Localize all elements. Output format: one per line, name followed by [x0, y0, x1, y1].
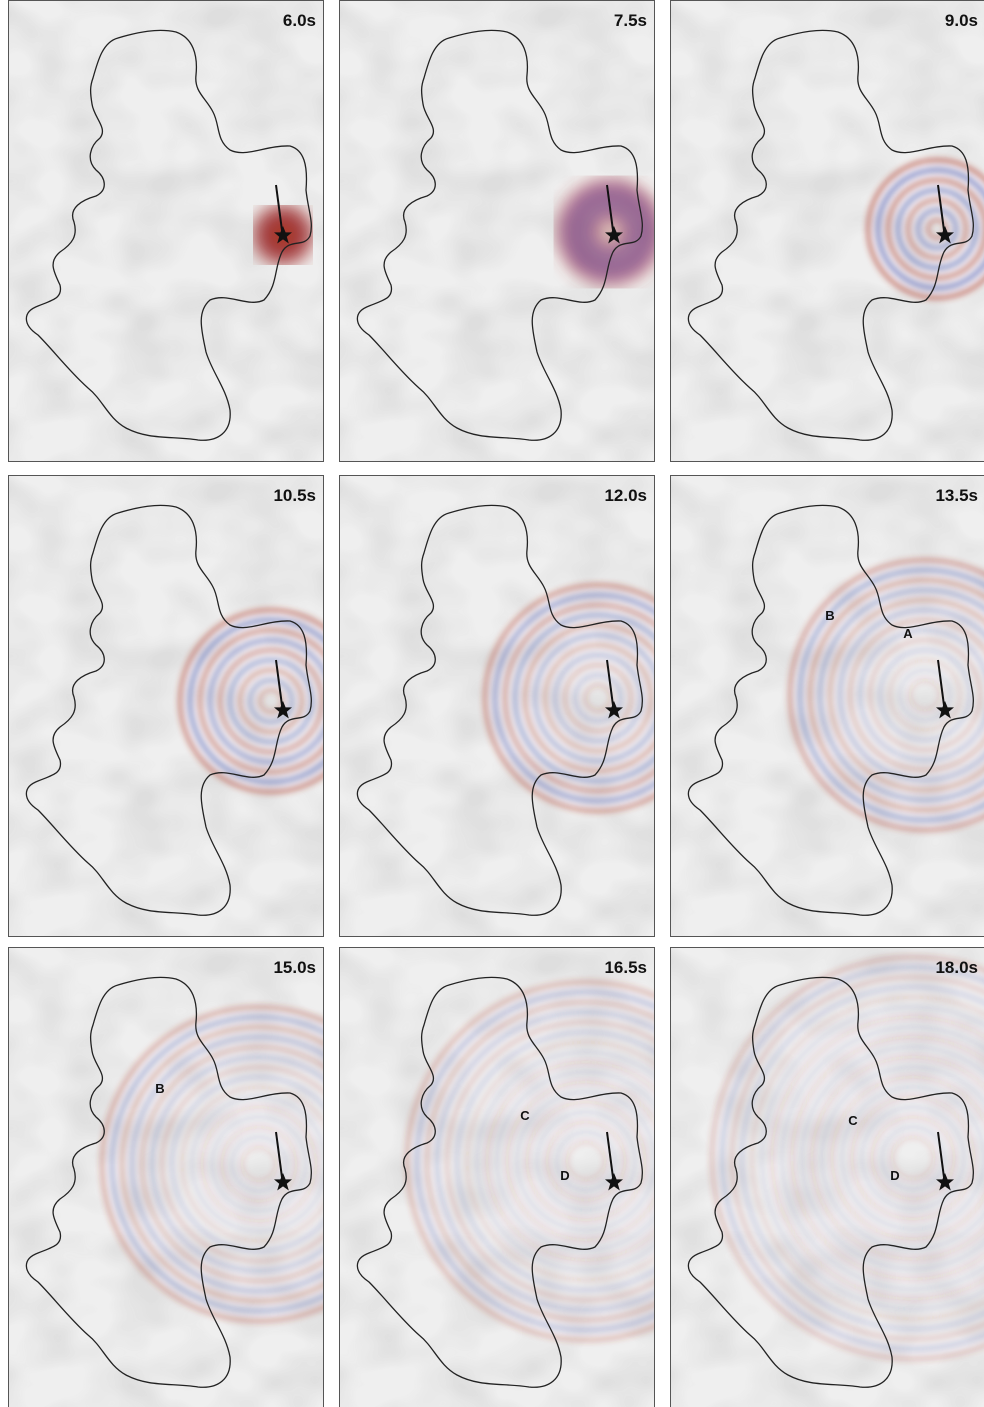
- time-label: 16.5s: [604, 958, 647, 977]
- haze: [8, 947, 324, 1407]
- time-label: 13.5s: [935, 486, 978, 505]
- panel: 7.5s: [339, 0, 657, 462]
- haze: [8, 475, 324, 937]
- page: 6.0s 7.5s 9.0s 10.5s 12.0s 13.5s B A 15.0s B 16.5s…: [0, 0, 984, 1407]
- panel-content: [339, 475, 711, 937]
- panel-content: [8, 0, 324, 462]
- panel: 9.0s: [670, 0, 984, 462]
- annotation: D: [560, 1168, 569, 1183]
- annotation: B: [155, 1081, 164, 1096]
- time-label: 6.0s: [283, 11, 316, 30]
- annotation: C: [520, 1108, 530, 1123]
- panel-content: [8, 475, 362, 937]
- annotation: D: [890, 1168, 899, 1183]
- panel: 13.5s B A: [670, 475, 984, 937]
- panel: 6.0s: [8, 0, 324, 462]
- annotation: A: [903, 626, 913, 641]
- panel-content: [339, 0, 657, 462]
- time-label: 15.0s: [273, 958, 316, 977]
- panel: 10.5s: [8, 475, 362, 937]
- time-label: 10.5s: [273, 486, 316, 505]
- panel-content: [670, 475, 984, 937]
- panel-content: [670, 947, 984, 1407]
- time-label: 18.0s: [935, 958, 978, 977]
- annotation: C: [848, 1113, 858, 1128]
- figure: 6.0s 7.5s 9.0s 10.5s 12.0s 13.5s B A 15.0s B 16.5s…: [0, 0, 984, 1407]
- haze: [670, 0, 984, 462]
- time-label: 9.0s: [945, 11, 978, 30]
- panel-content: [670, 0, 984, 462]
- annotation: B: [825, 608, 834, 623]
- time-label: 7.5s: [614, 11, 647, 30]
- panel: 18.0s C D: [670, 947, 984, 1407]
- haze: [339, 0, 655, 462]
- panel: 12.0s: [339, 475, 711, 937]
- time-label: 12.0s: [604, 486, 647, 505]
